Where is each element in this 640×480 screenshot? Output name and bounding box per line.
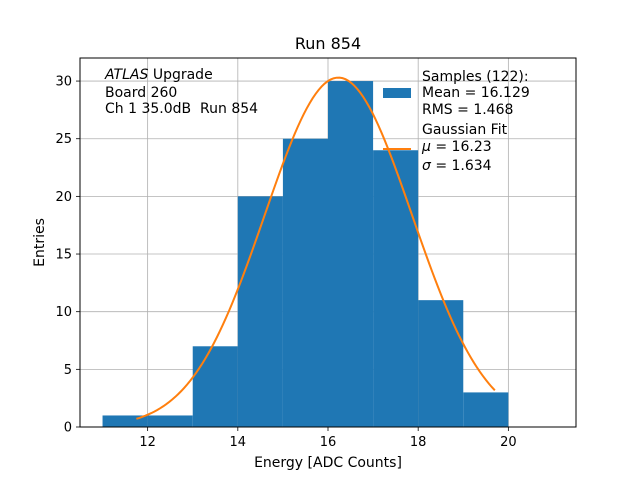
legend: Samples (122): Mean = 16.129 RMS = 1.468… bbox=[383, 69, 530, 174]
legend-samples-swatch bbox=[383, 88, 411, 98]
y-tick-label: 10 bbox=[55, 305, 72, 320]
x-tick-label: 14 bbox=[230, 435, 247, 450]
legend-fit-sigma: σ = 1.634 bbox=[422, 158, 492, 174]
legend-sigma-value: = 1.634 bbox=[431, 158, 492, 174]
chart-title: Run 854 bbox=[295, 34, 361, 53]
legend-sigma-symbol: σ bbox=[422, 158, 432, 174]
annotation-upgrade: Upgrade bbox=[148, 67, 212, 83]
histogram-bar bbox=[463, 392, 509, 427]
histogram-bar bbox=[147, 415, 193, 427]
x-axis-label: Energy [ADC Counts] bbox=[254, 455, 402, 471]
annotation-board: Board 260 bbox=[105, 85, 177, 101]
legend-samples-mean: Mean = 16.129 bbox=[422, 85, 530, 101]
atlas-annotation: ATLAS Upgrade Board 260 Ch 1 35.0dB Run … bbox=[104, 67, 258, 117]
y-tick-label: 5 bbox=[64, 363, 72, 378]
legend-samples-rms: RMS = 1.468 bbox=[422, 102, 513, 118]
legend-fit-title: Gaussian Fit bbox=[422, 122, 508, 138]
histogram-bars bbox=[102, 81, 509, 427]
histogram-bar bbox=[237, 196, 283, 427]
histogram-bar bbox=[192, 346, 238, 427]
histogram-bar bbox=[418, 300, 464, 427]
legend-mu-value: = 16.23 bbox=[431, 139, 492, 155]
annotation-atlas: ATLAS bbox=[104, 67, 148, 83]
x-tick-label: 20 bbox=[500, 435, 517, 450]
gaussian-fit-curve bbox=[136, 76, 496, 420]
histogram-bar bbox=[102, 415, 148, 427]
axis-ticks: 12 14 16 18 20 0 5 10 15 20 25 30 bbox=[55, 75, 516, 450]
legend-mu-symbol: μ bbox=[421, 139, 431, 155]
legend-samples-title: Samples (122): bbox=[422, 69, 529, 85]
annotation-channel-run: Ch 1 35.0dB Run 854 bbox=[105, 101, 258, 117]
x-tick-label: 18 bbox=[410, 435, 427, 450]
y-axis-label: Entries bbox=[32, 218, 48, 267]
x-tick-label: 16 bbox=[320, 435, 337, 450]
legend-fit-mu: μ = 16.23 bbox=[421, 139, 492, 155]
y-tick-label: 15 bbox=[55, 248, 72, 263]
annotation-line-1: ATLAS Upgrade bbox=[104, 67, 213, 83]
gaussian-fit-curve-group bbox=[136, 76, 496, 420]
y-tick-label: 30 bbox=[55, 75, 72, 90]
x-tick-label: 12 bbox=[139, 435, 156, 450]
histogram-bar bbox=[282, 138, 328, 427]
y-tick-label: 25 bbox=[55, 132, 72, 147]
y-tick-label: 0 bbox=[64, 421, 72, 436]
histogram-bar bbox=[328, 81, 374, 427]
y-tick-label: 20 bbox=[55, 190, 72, 205]
histogram-bar bbox=[373, 150, 419, 427]
